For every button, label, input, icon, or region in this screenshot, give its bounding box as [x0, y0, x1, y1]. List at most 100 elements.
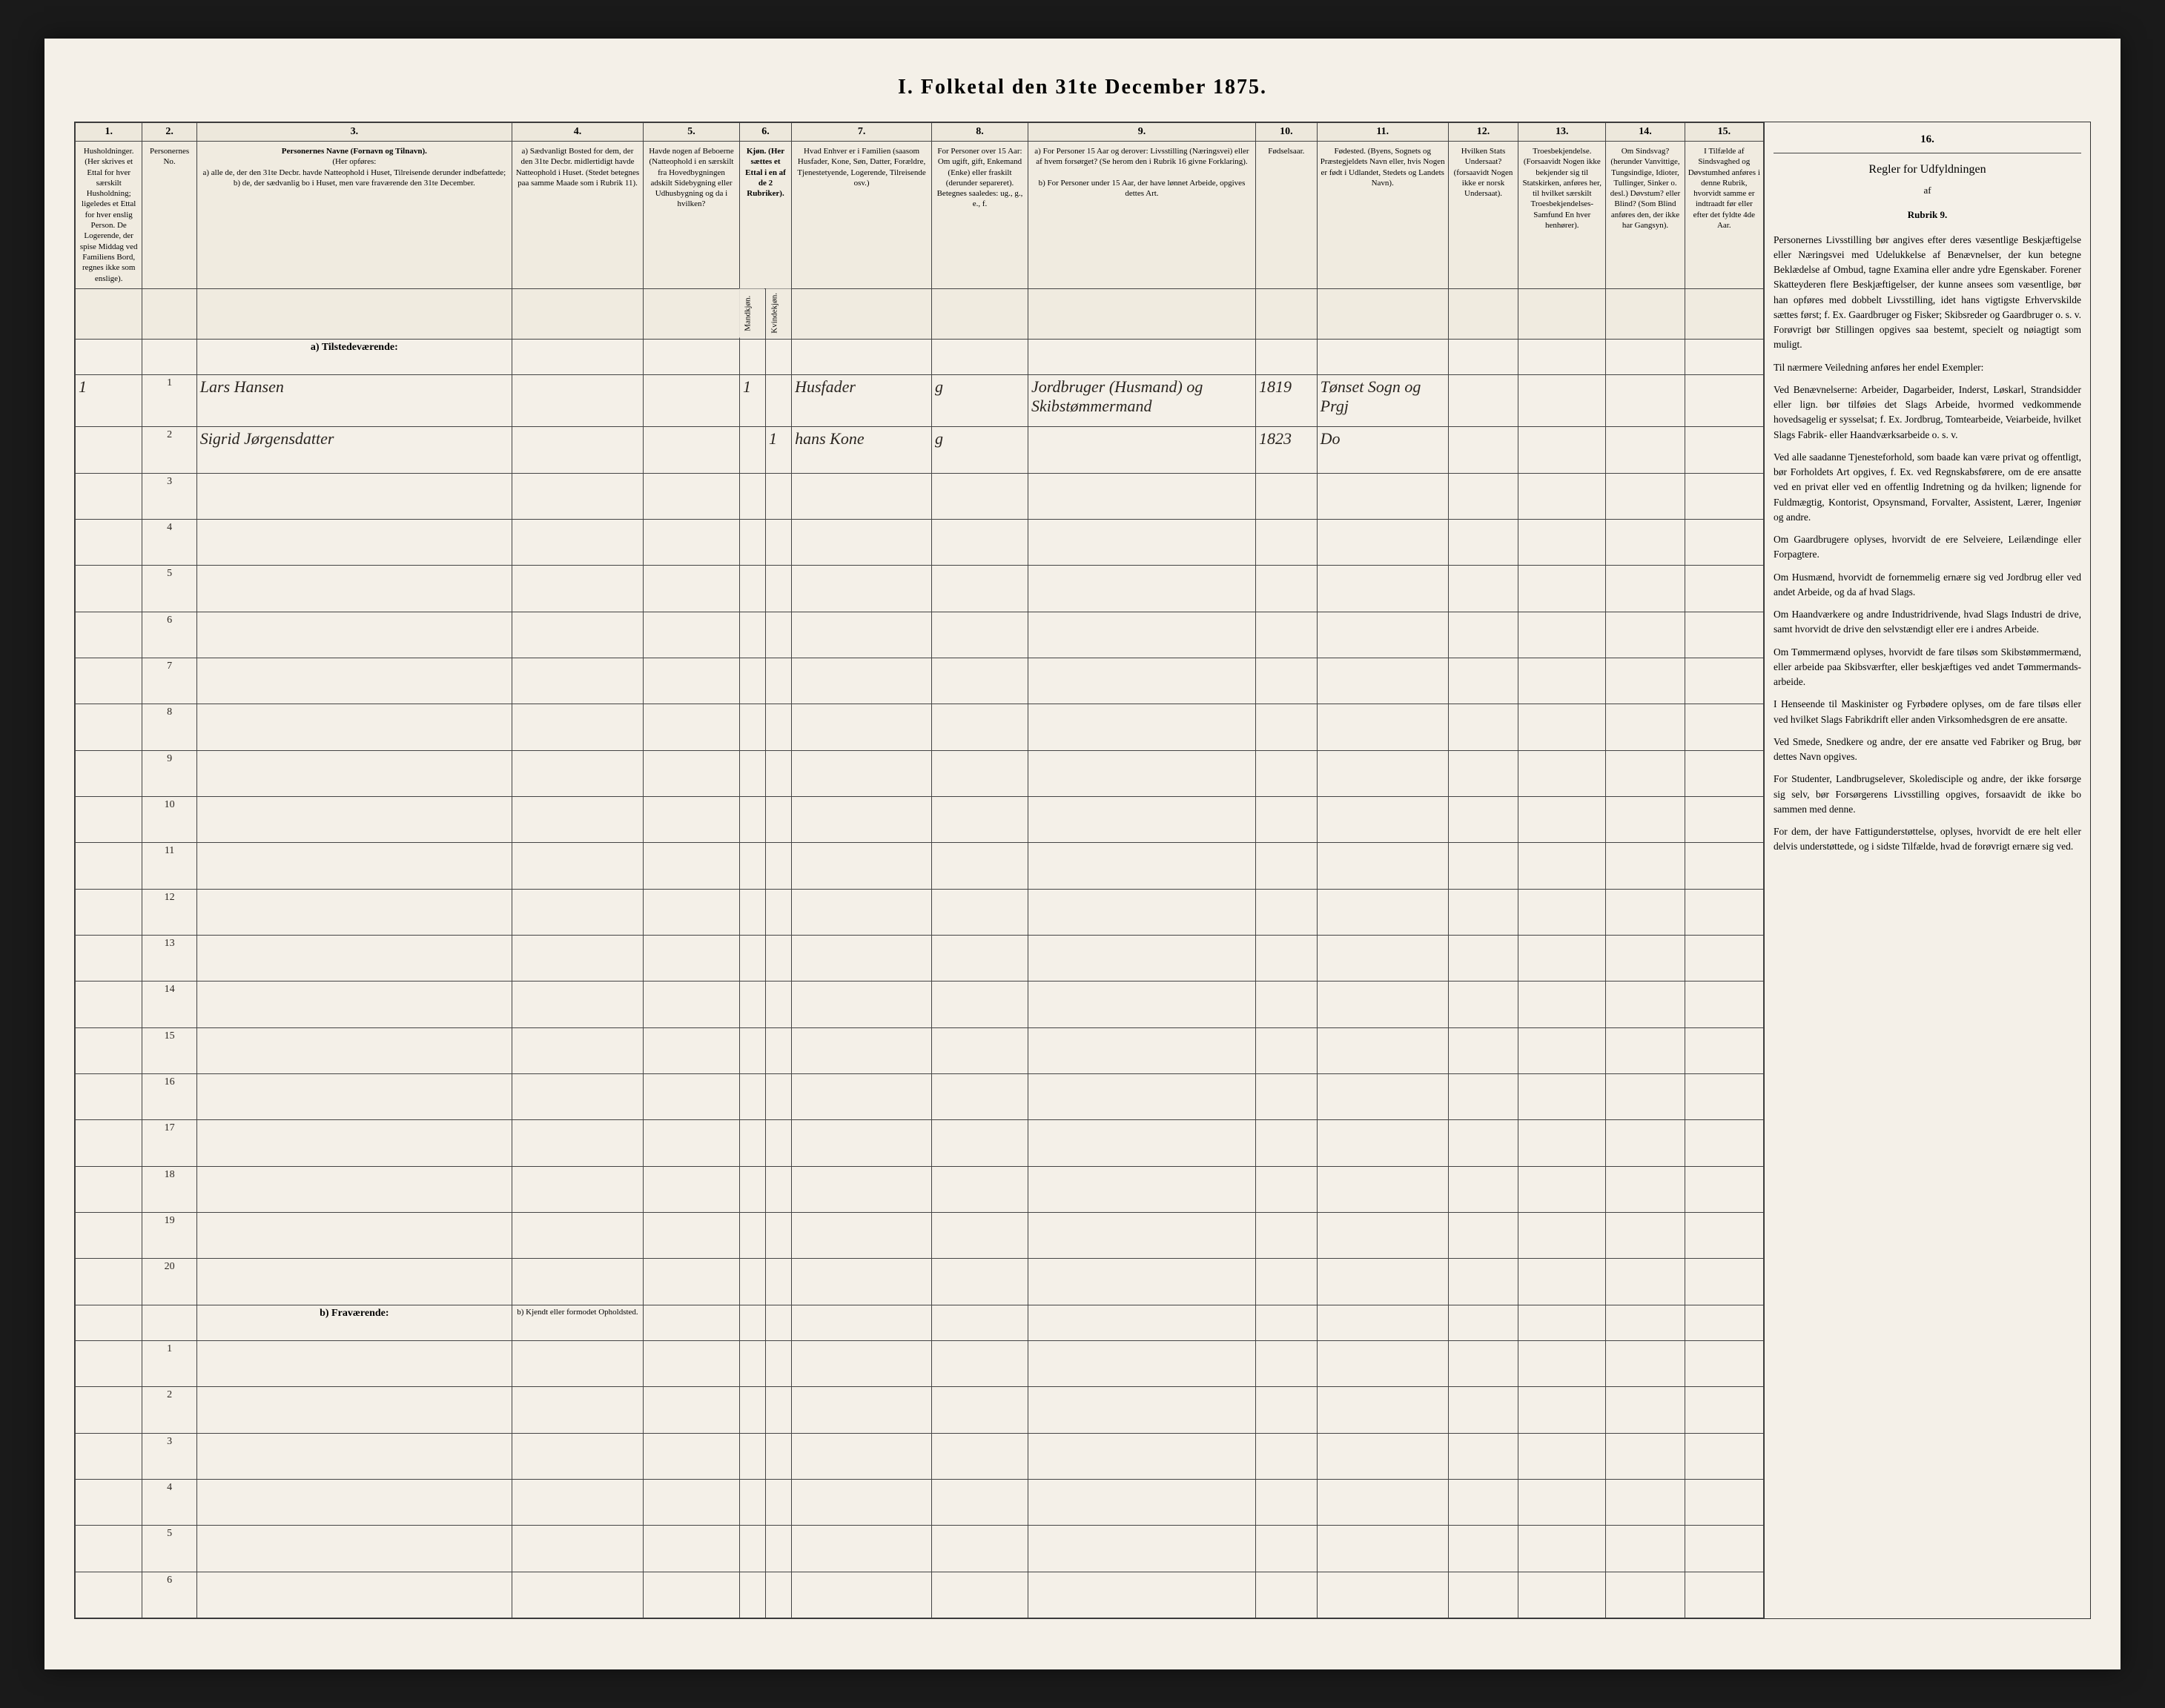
- cell: [792, 936, 932, 982]
- cell: [1685, 1433, 1763, 1479]
- cell: [1028, 936, 1255, 982]
- hdr-3-sub: (Her opføres:: [332, 157, 376, 166]
- cell: [792, 658, 932, 704]
- cell: [739, 889, 765, 935]
- cell: [1028, 427, 1255, 473]
- cell: [1448, 612, 1518, 658]
- cell: [512, 473, 643, 519]
- cell: 1: [142, 1340, 196, 1386]
- cell: [512, 1387, 643, 1433]
- cell: [1685, 566, 1763, 612]
- cell: [1518, 936, 1606, 982]
- cell: [644, 1027, 740, 1073]
- cell: [1028, 1479, 1255, 1525]
- cell: [644, 1526, 740, 1572]
- cell: [766, 1259, 792, 1305]
- cell: [739, 1433, 765, 1479]
- cell: [1317, 1572, 1448, 1618]
- cell: [1685, 427, 1763, 473]
- section-a-label: a) Tilstedeværende:: [196, 339, 512, 374]
- hdr-5: Havde nogen af Beboerne (Natteophold i e…: [644, 142, 740, 289]
- cell: [1448, 1074, 1518, 1120]
- colnum-4: 4.: [512, 123, 643, 142]
- cell: [1685, 473, 1763, 519]
- cell: [512, 658, 643, 704]
- cell: [1028, 658, 1255, 704]
- colnum-7: 7.: [792, 123, 932, 142]
- cell: [932, 473, 1028, 519]
- cell: [76, 519, 142, 565]
- cell: [1518, 1074, 1606, 1120]
- table-row: 3: [76, 1433, 1764, 1479]
- cell: [1255, 889, 1317, 935]
- cell: [932, 1572, 1028, 1618]
- cell: [76, 843, 142, 889]
- cell: [644, 427, 740, 473]
- cell: [766, 1166, 792, 1212]
- cell: [739, 1213, 765, 1259]
- cell: [196, 1572, 512, 1618]
- cell: [1606, 704, 1685, 750]
- table-row: 6: [76, 612, 1764, 658]
- instr-p9: I Henseende til Maskinister og Fyrbødere…: [1774, 697, 2081, 727]
- cell: 6: [142, 1572, 196, 1618]
- instr-p5: Om Gaardbrugere oplyses, hvorvidt de ere…: [1774, 532, 2081, 563]
- cell: [512, 519, 643, 565]
- cell: [1685, 658, 1763, 704]
- cell: [766, 1027, 792, 1073]
- cell: [932, 1526, 1028, 1572]
- cell: [1685, 1259, 1763, 1305]
- cell: [1518, 1027, 1606, 1073]
- cell: Husfader: [792, 374, 932, 427]
- cell: [766, 612, 792, 658]
- cell: [512, 374, 643, 427]
- cell: [1518, 1433, 1606, 1479]
- cell: [644, 936, 740, 982]
- cell: [1606, 1387, 1685, 1433]
- colnum-10: 10.: [1255, 123, 1317, 142]
- cell: [1255, 612, 1317, 658]
- cell: [1028, 473, 1255, 519]
- cell: [1028, 704, 1255, 750]
- cell: [1518, 374, 1606, 427]
- cell: [766, 797, 792, 843]
- cell: [512, 1120, 643, 1166]
- cell: 14: [142, 982, 196, 1027]
- cell: [1448, 889, 1518, 935]
- table-row: 5: [76, 1526, 1764, 1572]
- cell: [1028, 843, 1255, 889]
- cell: [1028, 797, 1255, 843]
- cell: [1317, 1166, 1448, 1212]
- cell: 12: [142, 889, 196, 935]
- cell: [644, 1259, 740, 1305]
- cell: [1255, 519, 1317, 565]
- cell: [1518, 843, 1606, 889]
- cell: 1819: [1255, 374, 1317, 427]
- cell: [76, 704, 142, 750]
- cell: [739, 704, 765, 750]
- cell: [1028, 1572, 1255, 1618]
- cell: [739, 936, 765, 982]
- cell: [1317, 566, 1448, 612]
- colnum-16: 16.: [1774, 131, 2081, 153]
- cell: [1518, 797, 1606, 843]
- cell: [76, 1479, 142, 1525]
- cell: [196, 1213, 512, 1259]
- cell: [932, 797, 1028, 843]
- cell: 10: [142, 797, 196, 843]
- cell: [196, 889, 512, 935]
- cell: [512, 1340, 643, 1386]
- cell: [1448, 1572, 1518, 1618]
- cell: [766, 473, 792, 519]
- cell: [1448, 982, 1518, 1027]
- cell: [766, 1120, 792, 1166]
- cell: g: [932, 427, 1028, 473]
- instr-p8: Om Tømmermænd oplyses, hvorvidt de fare …: [1774, 645, 2081, 690]
- cell: [1255, 473, 1317, 519]
- cell: [1255, 658, 1317, 704]
- cell: [1518, 1259, 1606, 1305]
- cell: [196, 1340, 512, 1386]
- cell: 20: [142, 1259, 196, 1305]
- cell: [792, 704, 932, 750]
- cell: [1606, 750, 1685, 796]
